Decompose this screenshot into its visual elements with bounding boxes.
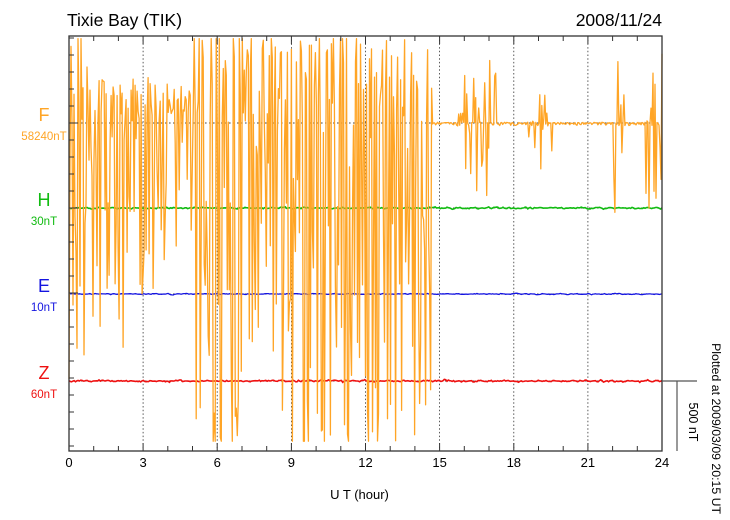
svg-text:15: 15 bbox=[432, 455, 446, 470]
svg-text:2008/11/24: 2008/11/24 bbox=[576, 10, 663, 30]
svg-text:Z: Z bbox=[39, 363, 50, 383]
svg-text:500 nT: 500 nT bbox=[686, 403, 700, 442]
svg-text:12: 12 bbox=[358, 455, 372, 470]
svg-text:21: 21 bbox=[581, 455, 595, 470]
svg-text:60nT: 60nT bbox=[31, 389, 57, 401]
svg-text:9: 9 bbox=[288, 455, 295, 470]
svg-text:U T (hour): U T (hour) bbox=[330, 487, 389, 502]
svg-text:3: 3 bbox=[139, 455, 146, 470]
svg-text:F: F bbox=[39, 105, 50, 125]
svg-text:Plotted at 2009/03/09 20:15 UT: Plotted at 2009/03/09 20:15 UT bbox=[709, 343, 723, 514]
svg-text:6: 6 bbox=[214, 455, 221, 470]
svg-text:H: H bbox=[38, 190, 51, 210]
svg-text:10nT: 10nT bbox=[31, 302, 57, 314]
svg-text:30nT: 30nT bbox=[31, 216, 57, 228]
svg-text:18: 18 bbox=[507, 455, 521, 470]
svg-text:0: 0 bbox=[65, 455, 72, 470]
svg-text:24: 24 bbox=[655, 455, 669, 470]
svg-text:Tixie Bay (TIK): Tixie Bay (TIK) bbox=[67, 10, 182, 30]
svg-text:E: E bbox=[38, 276, 50, 296]
svg-text:58240nT: 58240nT bbox=[21, 131, 66, 143]
